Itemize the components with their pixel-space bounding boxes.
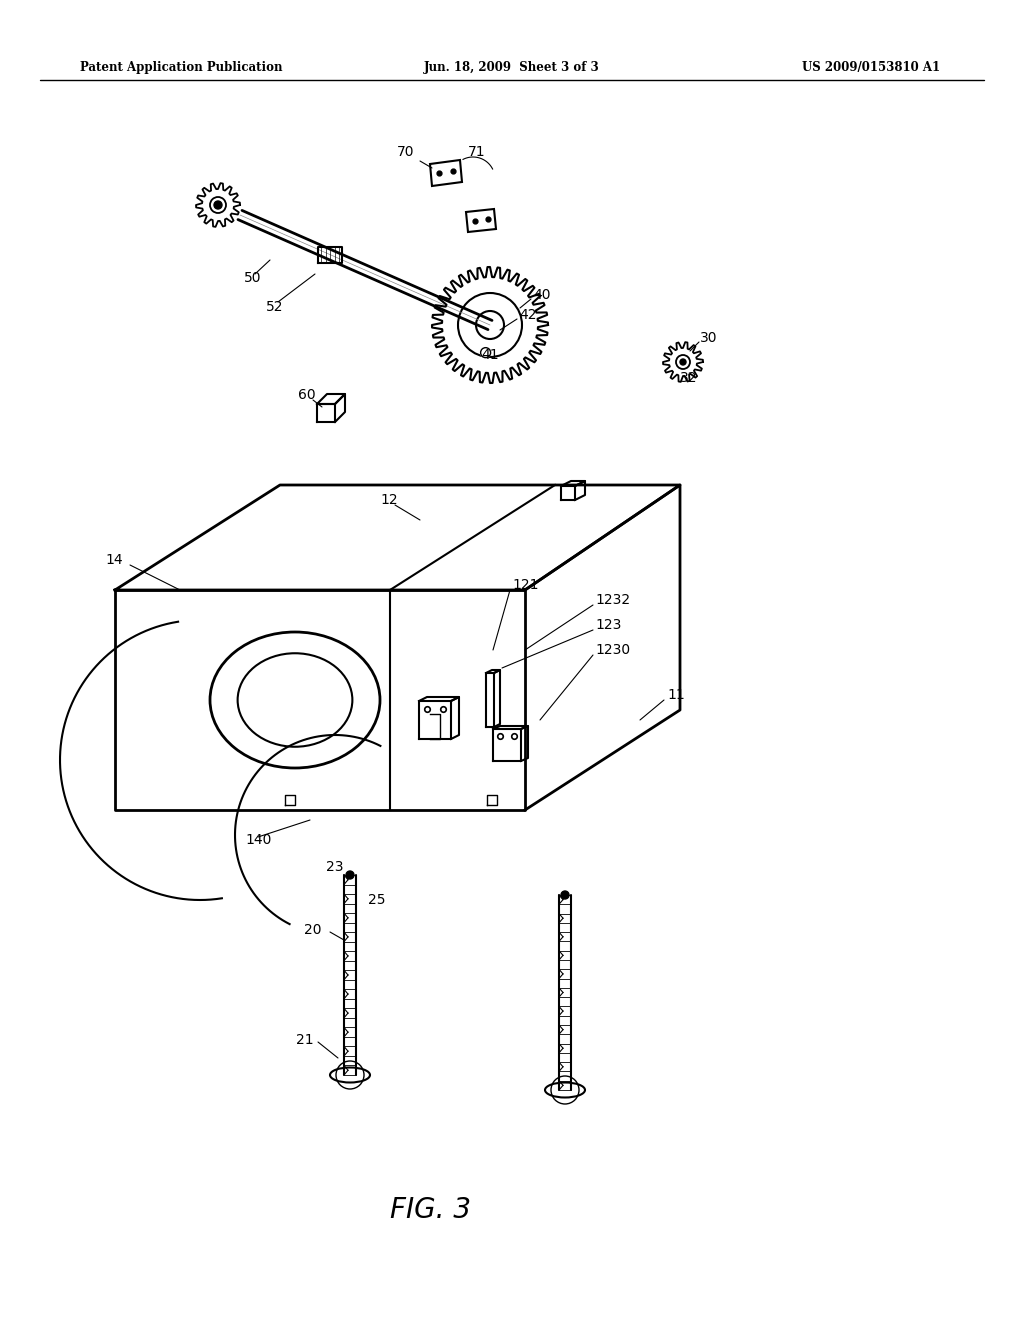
Text: 11: 11: [667, 688, 685, 702]
Text: US 2009/0153810 A1: US 2009/0153810 A1: [802, 62, 940, 74]
Text: 14: 14: [105, 553, 123, 568]
Text: 21: 21: [296, 1034, 313, 1047]
Text: 60: 60: [298, 388, 315, 403]
Circle shape: [476, 312, 504, 339]
Text: 42: 42: [519, 308, 537, 322]
Circle shape: [561, 891, 569, 899]
Text: 1230: 1230: [595, 643, 630, 657]
Text: 70: 70: [397, 145, 415, 158]
Text: 140: 140: [245, 833, 271, 847]
Text: 1232: 1232: [595, 593, 630, 607]
Text: FIG. 3: FIG. 3: [389, 1196, 470, 1224]
Text: 23: 23: [326, 861, 343, 874]
Circle shape: [346, 871, 354, 879]
Circle shape: [480, 347, 490, 358]
Circle shape: [214, 201, 222, 209]
Text: 40: 40: [534, 288, 551, 302]
Text: 30: 30: [700, 331, 718, 345]
Text: 121: 121: [512, 578, 539, 591]
Circle shape: [680, 359, 686, 366]
Text: 25: 25: [368, 894, 385, 907]
Text: 52: 52: [266, 300, 284, 314]
Text: 20: 20: [304, 923, 322, 937]
Text: Jun. 18, 2009  Sheet 3 of 3: Jun. 18, 2009 Sheet 3 of 3: [424, 62, 600, 74]
Text: 12: 12: [380, 492, 397, 507]
Text: 123: 123: [595, 618, 622, 632]
Text: 71: 71: [468, 145, 485, 158]
Text: 41: 41: [481, 348, 499, 362]
Text: 50: 50: [244, 271, 261, 285]
Text: 32: 32: [680, 371, 697, 385]
Text: Patent Application Publication: Patent Application Publication: [80, 62, 283, 74]
